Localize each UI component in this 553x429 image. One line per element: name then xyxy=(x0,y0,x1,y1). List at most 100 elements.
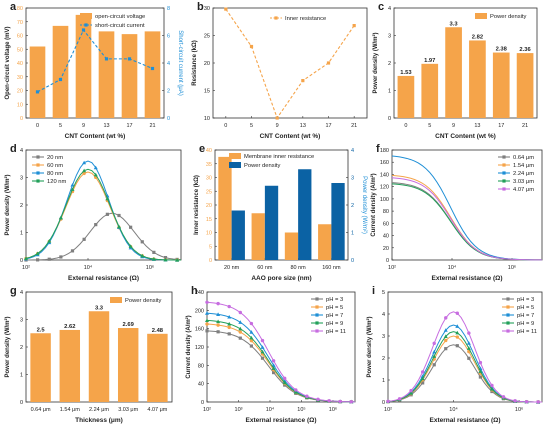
y-tick-label: 15 xyxy=(204,89,210,95)
chart-panel-b: b CNT Content (wt %) Resistance (kΩ) 0 5 9 13 1… xyxy=(192,1,368,140)
data-point xyxy=(536,400,540,404)
data-point xyxy=(35,90,40,94)
legend-marker xyxy=(315,305,319,309)
series-line xyxy=(25,168,182,261)
x-tick-label: 17 xyxy=(325,123,331,129)
y-tick-label: 3 xyxy=(20,318,23,324)
y-tick-label: 4 xyxy=(167,61,170,67)
y-tick-label: 0 xyxy=(382,400,385,406)
legend-marker xyxy=(502,187,506,191)
data-point xyxy=(151,257,156,261)
data-point xyxy=(283,376,287,381)
legend-marker xyxy=(315,329,319,333)
data-point xyxy=(205,311,209,315)
y-tick-label: 35 xyxy=(206,162,212,168)
legend-label: 2.24 μm xyxy=(513,171,534,177)
x-tick-label: 0 xyxy=(404,123,407,129)
data-point xyxy=(478,369,483,373)
legend-label: 3.03 μm xyxy=(513,179,534,185)
legend-label: Membrane inner resistance xyxy=(244,154,314,160)
data-point xyxy=(352,24,356,28)
legend-marker xyxy=(315,313,319,317)
data-point xyxy=(47,257,51,261)
data-point xyxy=(205,300,209,304)
bar xyxy=(98,31,115,118)
bar xyxy=(331,183,345,260)
bar xyxy=(284,232,299,260)
data-point xyxy=(249,335,254,340)
data-point xyxy=(349,400,353,404)
data-point xyxy=(93,165,98,170)
legend-label: Power density xyxy=(244,163,281,169)
legend-swatch xyxy=(229,162,241,168)
legend-marker xyxy=(506,297,510,301)
data-point xyxy=(93,172,98,177)
legend-marker xyxy=(315,297,319,301)
x-tick-label: 2.24 μm xyxy=(89,407,109,413)
bar xyxy=(117,328,139,402)
bar xyxy=(121,34,138,118)
data-point xyxy=(224,7,228,11)
y-tick-label: 20 xyxy=(204,61,210,67)
x-tick-label: 9 xyxy=(452,123,455,129)
legend-marker xyxy=(502,171,506,175)
data-point xyxy=(81,28,86,32)
legend-swatch xyxy=(80,13,92,19)
data-point xyxy=(35,251,40,256)
legend-marker xyxy=(36,179,40,183)
y-axis-label: Open-circuit voltage (mV) xyxy=(5,26,11,99)
x-axis-label: AAO pore size (nm) xyxy=(251,275,311,282)
y-tick-label: 25 xyxy=(206,189,212,195)
data-point xyxy=(455,324,460,328)
data-label: 3.3 xyxy=(95,305,104,311)
x-tick-label: 10⁶ xyxy=(508,264,516,271)
data-point xyxy=(513,399,517,403)
legend-swatch xyxy=(110,297,122,303)
data-point xyxy=(249,330,254,334)
y-tick-label: 100 xyxy=(380,197,389,203)
y-tick-label: 1 xyxy=(20,373,23,379)
x-tick-label: 9 xyxy=(82,123,85,129)
legend-label: 0.64 μm xyxy=(513,155,534,161)
y-tick-label: 60 xyxy=(383,221,389,227)
y-tick-label: 4 xyxy=(388,6,391,12)
y-tick-label: 80 xyxy=(383,209,389,215)
data-point xyxy=(271,366,276,370)
data-point xyxy=(432,363,436,367)
legend-label: pH = 3 xyxy=(517,297,534,303)
panel-label: i xyxy=(372,285,375,297)
legend-swatch xyxy=(475,13,487,19)
data-point xyxy=(47,238,52,243)
y-tick-label: 180 xyxy=(380,148,389,154)
panel-label: c xyxy=(378,1,384,13)
y-tick-label: 4 xyxy=(20,290,23,296)
y-tick-label: 2 xyxy=(20,345,23,351)
y-tick-label: 240 xyxy=(195,290,204,296)
y-tick-label: 40 xyxy=(198,382,204,388)
legend-label: Power density xyxy=(490,14,527,20)
x-tick-label: 3.03 μm xyxy=(118,407,138,413)
x-axis-label: Thickness (μm) xyxy=(75,417,123,424)
data-point xyxy=(455,311,459,315)
y-axis-label: Power density (W/m²) xyxy=(4,174,11,235)
bar xyxy=(492,52,510,118)
legend-label: 80 nm xyxy=(47,171,63,177)
x-tick-label: 10⁶ xyxy=(515,406,523,413)
data-point xyxy=(82,171,86,176)
y-tick-label: 30 xyxy=(17,75,23,81)
x-tick-label: 21 xyxy=(351,123,357,129)
bar xyxy=(75,14,92,118)
chart-panel-a: a CNT Content (wt %) Open-circuit voltage … xyxy=(5,1,183,140)
data-point xyxy=(432,349,437,354)
plot-frame xyxy=(391,149,543,261)
y-tick-label: 1 xyxy=(351,231,354,237)
y-tick-label: 1 xyxy=(20,231,23,237)
data-point xyxy=(305,394,309,398)
data-point xyxy=(238,330,242,334)
legend-swatch xyxy=(229,153,241,159)
legend-label: pH = 5 xyxy=(517,305,534,311)
y2-axis-label: Short-circuit current (μA) xyxy=(177,30,183,95)
y-tick-label: 120 xyxy=(195,345,204,351)
x-tick-label: 13 xyxy=(300,123,306,129)
y-axis-label: Power density (W/m²) xyxy=(366,316,373,377)
